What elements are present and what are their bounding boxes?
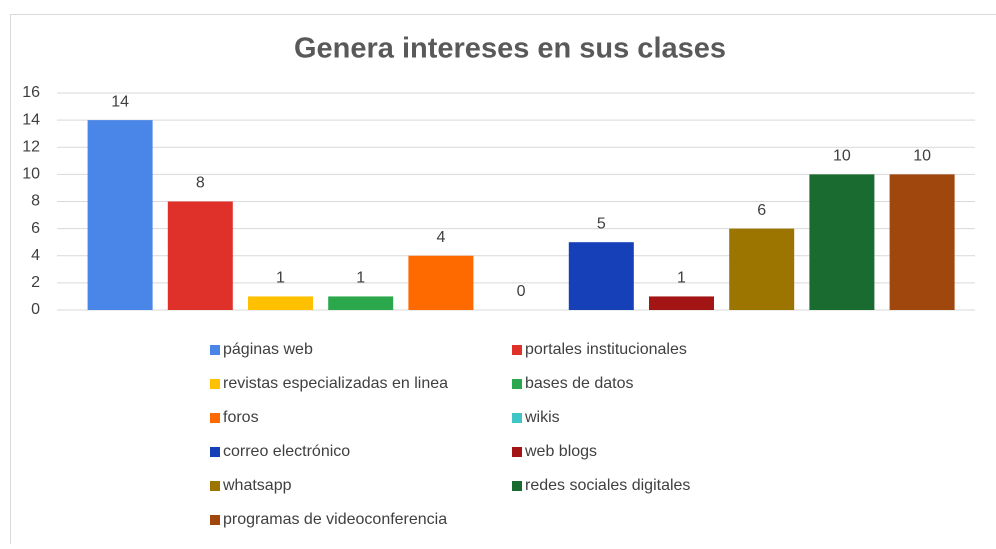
data-label: 1 [276,270,285,287]
data-label: 10 [833,148,851,165]
legend-swatch [512,379,522,389]
bar [729,229,794,310]
legend-label: bases de datos [525,375,634,392]
data-label: 14 [111,93,129,110]
bar [248,296,313,310]
bar [809,174,874,310]
chart-title: Genera intereses en sus clases [294,33,726,65]
data-label: 0 [517,283,526,300]
data-label: 1 [356,270,365,287]
bar [168,202,233,311]
legend-swatch [210,515,220,525]
y-tick-label: 8 [31,193,40,210]
data-label: 1 [677,270,686,287]
bar [569,242,634,310]
y-tick-label: 16 [22,84,40,101]
legend-swatch [512,345,522,355]
y-tick-label: 14 [22,111,40,128]
legend-label: whatsapp [222,477,292,494]
legend-swatch [512,481,522,491]
legend-label: wikis [524,409,560,426]
bar [649,296,714,310]
y-tick-label: 0 [31,301,40,318]
bar [408,256,473,310]
legend-label: web blogs [524,443,597,460]
legend-label: programas de videoconferencia [223,511,447,528]
legend-swatch [210,481,220,491]
legend-label: foros [223,409,259,426]
bar [328,296,393,310]
y-tick-label: 4 [31,247,40,264]
data-label: 6 [757,202,766,219]
legend-label: portales institucionales [525,341,687,358]
y-tick-label: 10 [22,166,40,183]
legend-label: páginas web [223,341,313,358]
y-tick-label: 2 [31,274,40,291]
data-label: 8 [196,175,205,192]
legend-swatch [512,413,522,423]
bar [890,174,955,310]
legend-label: correo electrónico [223,443,350,460]
legend-swatch [210,345,220,355]
legend-label: redes sociales digitales [525,477,690,494]
y-tick-label: 12 [22,138,40,155]
data-label: 10 [913,148,931,165]
legend-swatch [210,379,220,389]
legend-swatch [210,447,220,457]
y-tick-label: 6 [31,220,40,237]
legend-swatch [210,413,220,423]
data-label: 5 [597,215,606,232]
legend-label: revistas especializadas en linea [223,375,448,392]
legend-swatch [512,447,522,457]
data-label: 4 [436,229,445,246]
bar [88,120,153,310]
